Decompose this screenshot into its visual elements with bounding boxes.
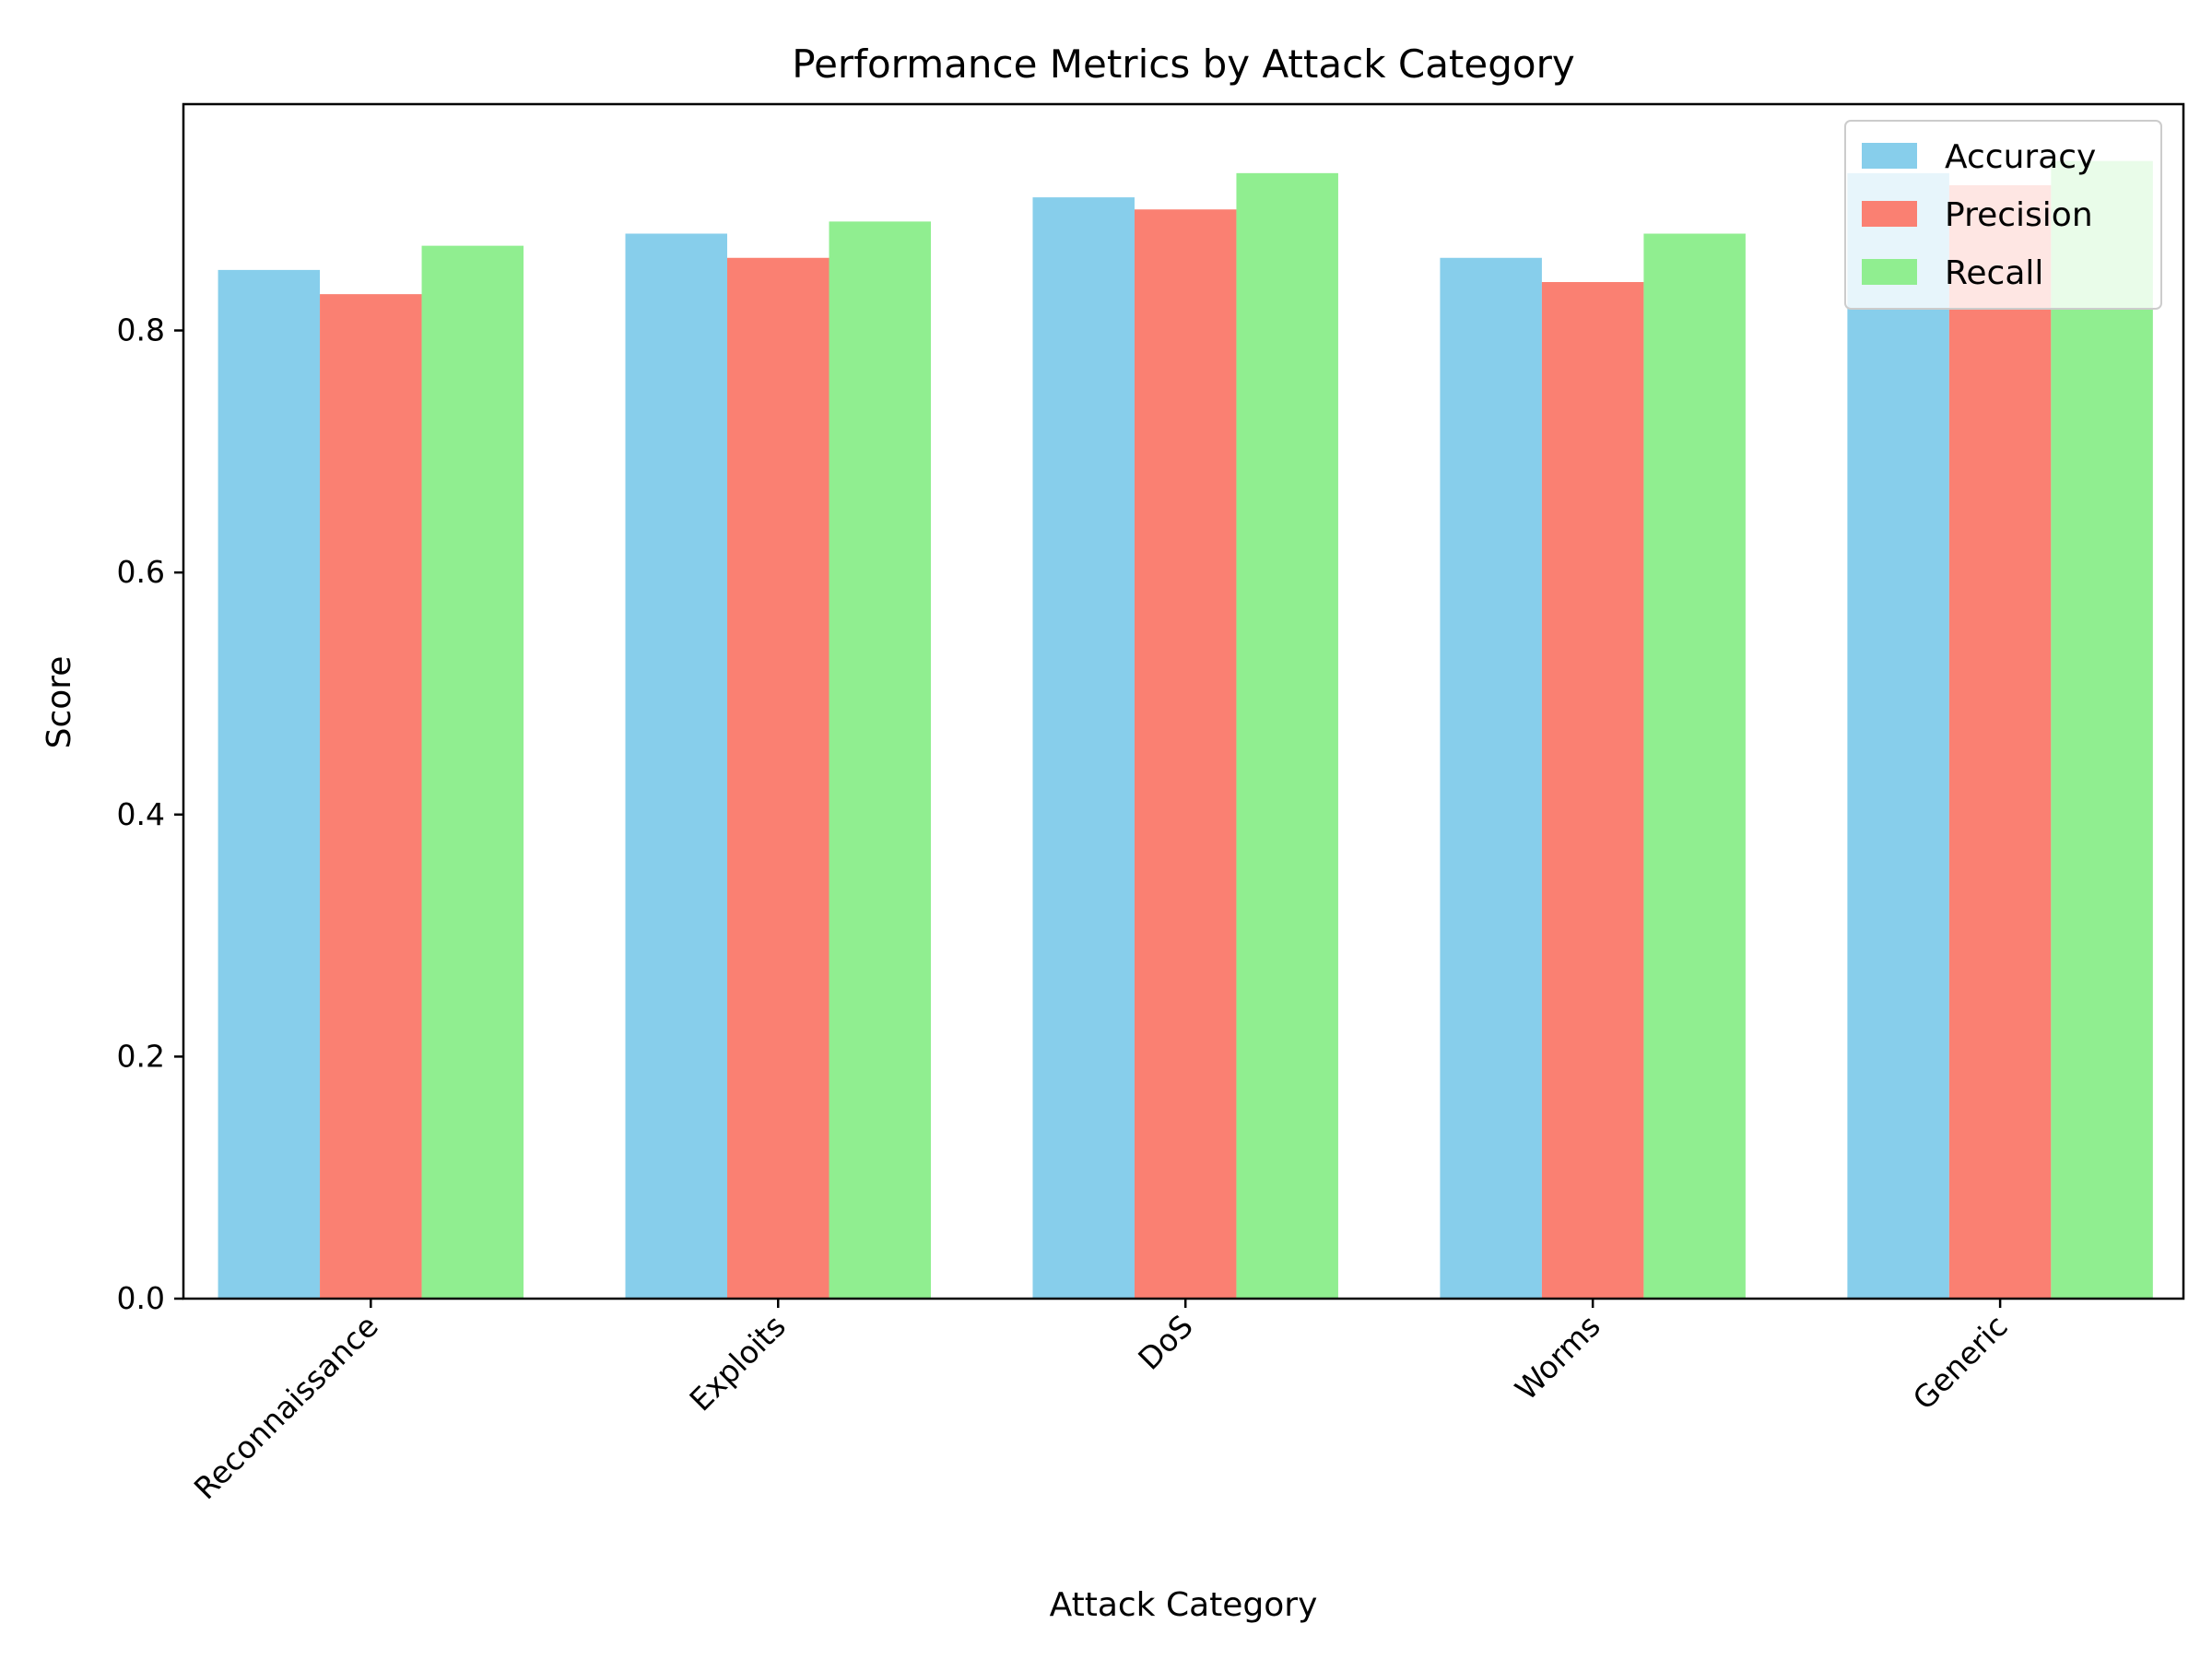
- legend-box: [1844, 120, 2162, 310]
- legend-swatch-accuracy: [1862, 143, 1917, 169]
- bar-recall-exploits: [829, 221, 931, 1299]
- bar-accuracy-worms: [1440, 257, 1542, 1299]
- bar-precision-generic: [1948, 184, 2052, 1299]
- bar-recall-generic: [2051, 160, 2153, 1300]
- y-tick-label: 0.8: [117, 312, 165, 348]
- bar-accuracy-dos: [1032, 197, 1135, 1299]
- legend: Accuracy Precision Recall: [1844, 120, 2162, 310]
- x-axis-label: Attack Category: [1050, 1586, 1318, 1624]
- y-tick-label: 0.4: [117, 796, 165, 832]
- bar-accuracy-reconnaissance: [218, 269, 321, 1299]
- bar-precision-dos: [1134, 209, 1237, 1300]
- y-tick-label: 0.2: [117, 1038, 165, 1074]
- legend-label-precision: Precision: [1945, 196, 2093, 234]
- bars-group: [218, 160, 2153, 1300]
- legend-swatch-precision: [1862, 201, 1917, 227]
- bar-precision-reconnaissance: [320, 294, 422, 1299]
- chart-title: Performance Metrics by Attack Category: [792, 41, 1574, 87]
- y-axis: 0.0 0.2 0.4 0.6 0.8: [117, 312, 183, 1316]
- bar-recall-reconnaissance: [421, 245, 524, 1300]
- bar-accuracy-generic: [1847, 172, 1949, 1300]
- bar-precision-exploits: [727, 257, 830, 1299]
- legend-label-recall: Recall: [1945, 254, 2043, 292]
- bar-precision-worms: [1541, 282, 1644, 1300]
- bar-recall-dos: [1236, 172, 1338, 1300]
- bar-accuracy-exploits: [625, 233, 728, 1299]
- y-axis-label: Score: [41, 656, 78, 749]
- legend-swatch-recall: [1862, 259, 1917, 285]
- bar-recall-worms: [1643, 233, 1746, 1299]
- y-tick-label: 0.0: [117, 1280, 165, 1316]
- y-tick-label: 0.6: [117, 554, 165, 590]
- plot-frame: [182, 102, 2185, 1300]
- legend-label-accuracy: Accuracy: [1945, 138, 2096, 176]
